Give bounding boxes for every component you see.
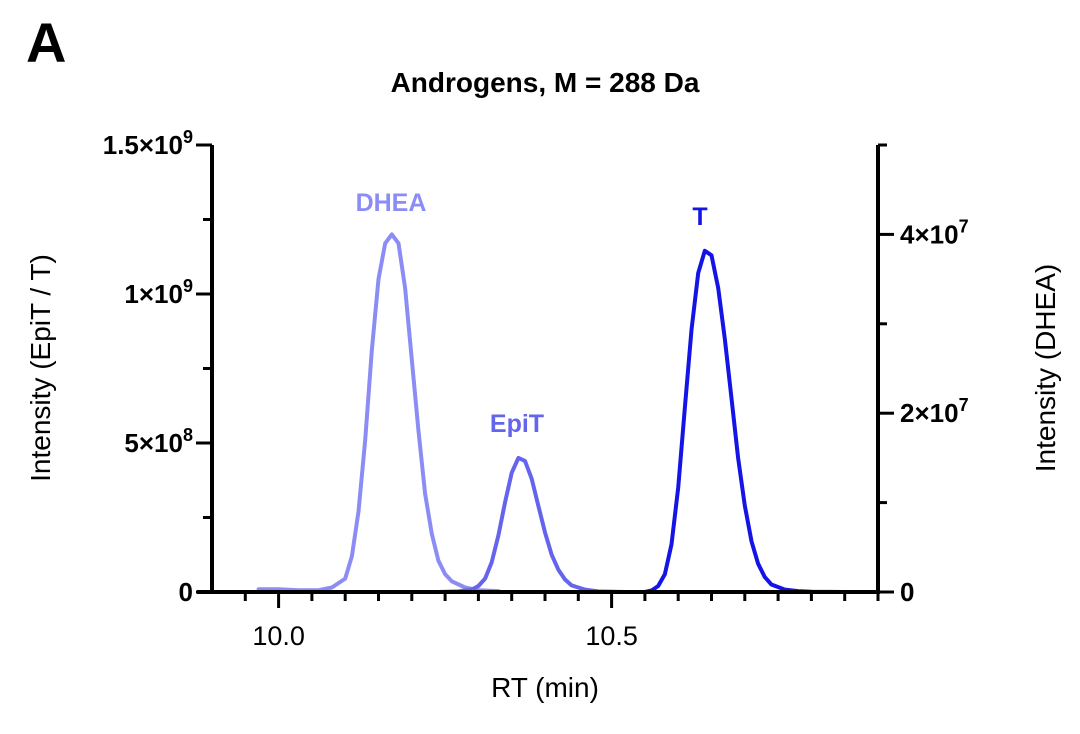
x-tick-label: 10.5 [585,621,638,651]
series-line-dhea [256,232,501,594]
y-axis-right-label: Intensity (DHEA) [1030,264,1061,473]
y-axis-left-label: Intensity (EpiT / T) [25,254,56,482]
panel-label: A [26,11,66,74]
x-ticks: 10.0 10.5 [243,592,880,651]
y-right-tick-label: 4×107 [900,216,969,249]
y-left-tick-label: 5×108 [124,425,193,458]
x-tick-label: 10.0 [252,621,305,651]
y-right-tick-label: 2×107 [900,395,969,428]
y-left-tick-label: 0 [179,577,193,607]
y-right-tick-label: 0 [900,577,914,607]
annotation-t: T [692,203,707,231]
plot-area [256,232,880,594]
annotation-dhea: DHEA [356,189,427,217]
y-ticks-right: 0 2×107 4×107 [878,143,969,607]
x-axis-label: RT (min) [491,672,599,703]
y-left-tick-label: 1.5×109 [103,127,193,160]
y-left-tick-label: 1×109 [124,276,193,309]
chart-title: Androgens, M = 288 Da [391,67,700,98]
series-line-t [622,248,880,594]
series-line-epit [409,455,627,594]
annotation-epit: EpiT [490,410,544,438]
y-ticks-left: 0 5×108 1×109 1.5×109 [103,127,212,607]
